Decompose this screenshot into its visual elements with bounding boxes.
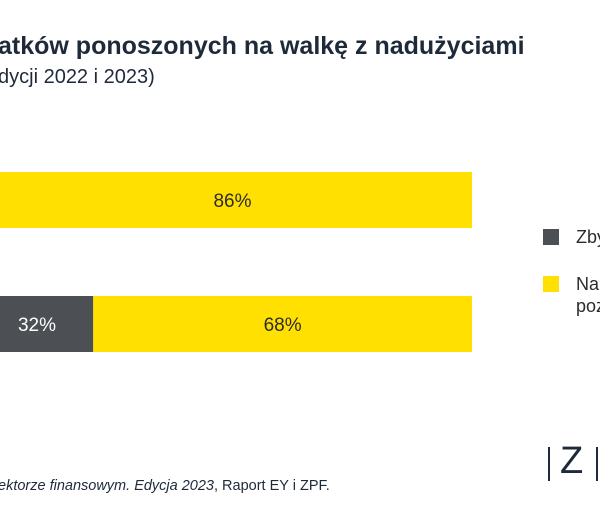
- legend-label-yellow: Na poz: [576, 274, 600, 316]
- source-note: ektorze finansowym. Edycja 2023, Raport …: [0, 478, 330, 494]
- legend-swatch-yellow: [543, 276, 559, 292]
- data-label-dark-row-2: 32%: [18, 315, 56, 336]
- bar-segment-dark-row-2: [0, 296, 94, 352]
- chart-title: atków ponoszonych na walkę z nadużyciami: [0, 32, 525, 60]
- bar-segment-yellow-row-1: [0, 172, 472, 228]
- data-label-yellow-row-1: 86%: [213, 191, 251, 212]
- legend-label-dark: Zby: [576, 227, 600, 247]
- bar-segment-yellow-row-2: [93, 296, 473, 352]
- chart-subtitle: dycji 2022 i 2023): [0, 66, 155, 88]
- legend-swatch-dark: [543, 229, 559, 245]
- data-label-yellow-row-2: 68%: [264, 315, 302, 336]
